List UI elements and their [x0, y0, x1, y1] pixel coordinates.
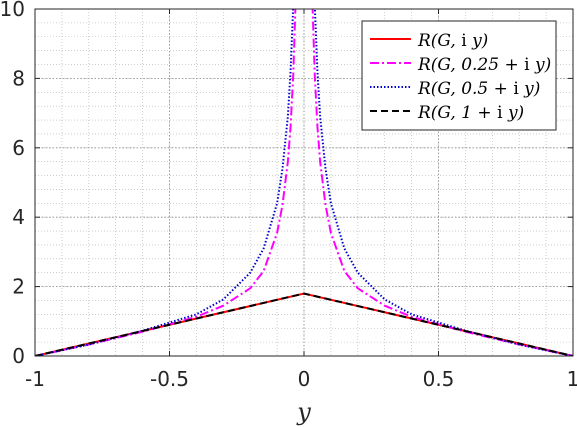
legend-entry-3-i: i [513, 79, 519, 99]
x-tick-label: -0.5 [150, 367, 189, 391]
legend-entry-1-suffix: y) [471, 31, 488, 51]
legend-entry-4-suffix: y) [507, 103, 524, 123]
series-line-4 [35, 292, 573, 356]
axis-ticks [34, 8, 574, 357]
y-tick-label: 0 [12, 344, 25, 368]
x-tick-label: 1 [567, 367, 577, 391]
legend-entry-1: R(G, i y) [417, 31, 488, 51]
x-tick-label: 0 [298, 367, 311, 391]
legend-entry-4-i: i [497, 103, 503, 123]
legend-entry-4: R(G, 1 + i y) [417, 103, 524, 123]
legend-entry-2: R(G, 0.25 + i y) [417, 55, 551, 75]
x-axis-label: y [296, 398, 311, 426]
x-tick-label: 0.5 [423, 367, 455, 391]
legend-entry-3-suffix: y) [523, 79, 540, 99]
series-line-3 [35, 9, 573, 356]
legend-entry-3-prefix: R(G, 0.5 + [417, 79, 508, 99]
legend-samples [370, 38, 411, 112]
x-tick-label: -1 [25, 367, 45, 391]
legend-entry-1-i: i [461, 31, 467, 51]
legend: R(G, i y) R(G, 0.25 + i y) R(G, 0.5 + i … [361, 20, 557, 131]
legend-entry-2-i: i [524, 55, 530, 75]
legend-entry-2-suffix: y) [534, 55, 551, 75]
legend-entry-2-prefix: R(G, 0.25 + [417, 55, 519, 75]
y-tick-label: 8 [12, 66, 25, 90]
x-tick-labels: -1 -0.5 0 0.5 1 [25, 367, 577, 391]
y-tick-label: 4 [12, 205, 25, 229]
y-tick-labels: 0 2 4 6 8 10 [0, 0, 25, 368]
legend-entry-3: R(G, 0.5 + i y) [417, 79, 540, 99]
y-tick-label: 10 [0, 0, 25, 21]
legend-entry-4-prefix: R(G, 1 + [417, 103, 492, 123]
series-layer [35, 9, 573, 356]
y-tick-label: 6 [12, 136, 25, 160]
series-line-2 [35, 9, 573, 356]
y-tick-label: 2 [12, 275, 25, 299]
legend-entry-1-prefix: R(G, [417, 31, 456, 51]
